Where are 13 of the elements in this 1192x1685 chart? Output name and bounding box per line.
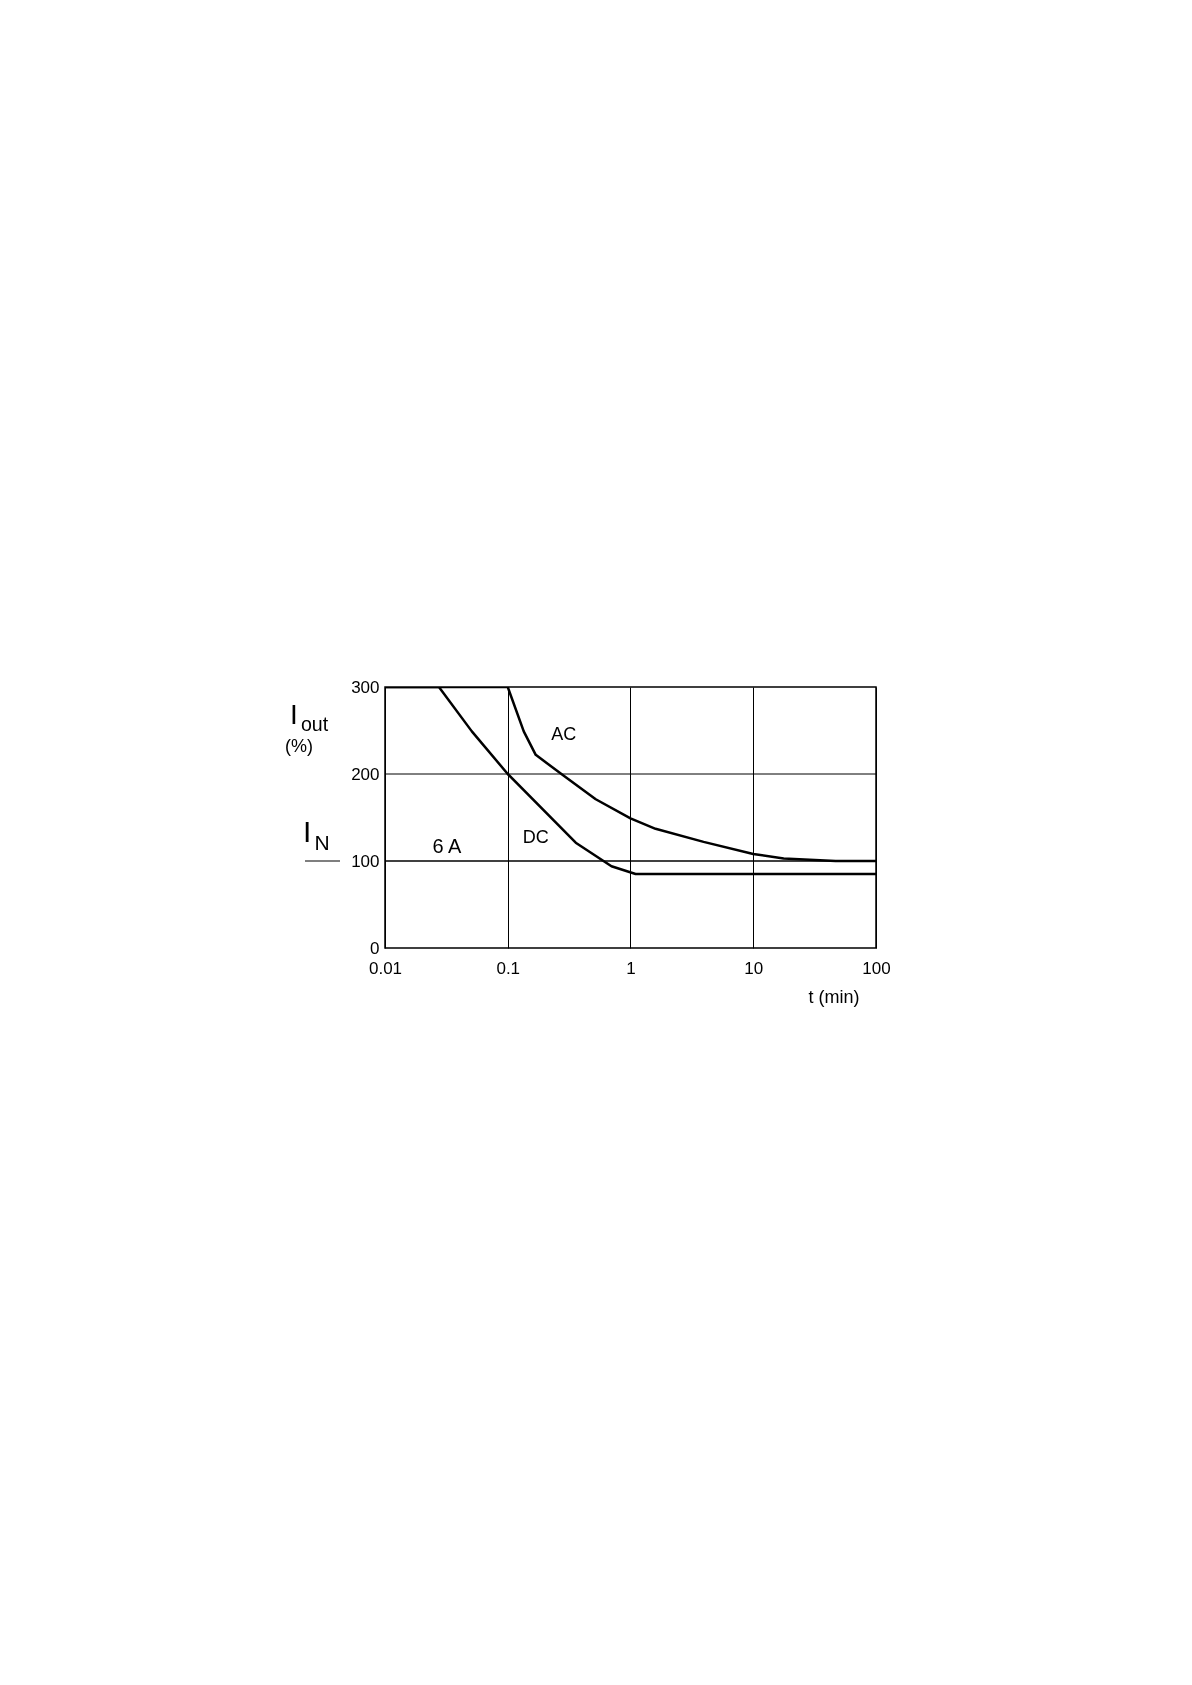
series-label: AC <box>551 723 577 744</box>
y-tick-label: 200 <box>351 764 380 784</box>
ref-line-label: 6 A <box>432 835 463 857</box>
x-tick-label: 0.01 <box>368 958 403 978</box>
y-tick-label: 0 <box>370 938 380 958</box>
x-tick-label: 0.1 <box>496 958 521 978</box>
x-tick-label: 1 <box>626 958 636 978</box>
x-tick-label: 10 <box>744 958 764 978</box>
x-tick-label: 100 <box>862 958 891 978</box>
y-tick-label: 100 <box>351 851 380 871</box>
x-axis-title: t (min) <box>808 987 860 1007</box>
y-tick-label: 300 <box>351 677 380 697</box>
series-label: DC <box>522 826 549 847</box>
